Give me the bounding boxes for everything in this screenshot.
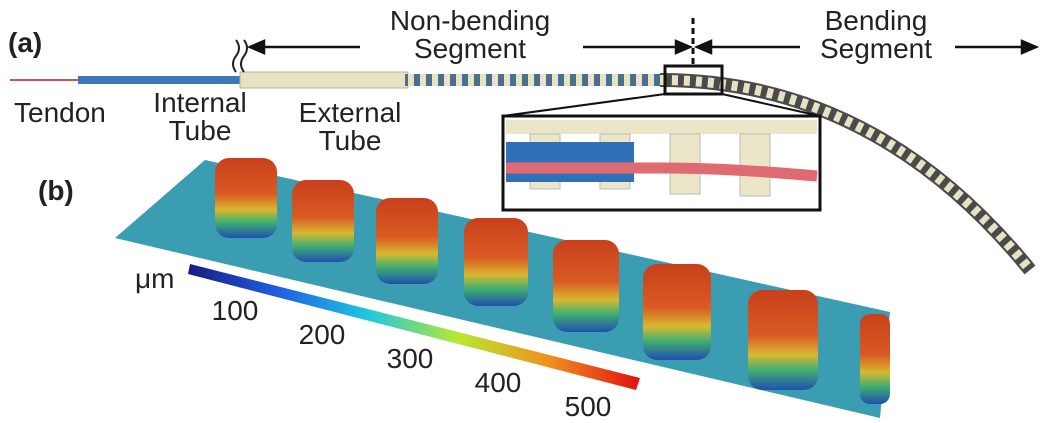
colorbar-tick: 400 [475, 367, 522, 398]
internal-tube-label: Internal [153, 87, 246, 118]
unit-label: μm [135, 263, 174, 294]
colorbar-tick: 200 [299, 319, 346, 350]
bending-label: Segment [820, 33, 932, 64]
internal-tube [78, 76, 243, 84]
colorbar-tick: 300 [387, 343, 434, 374]
notched-tube [405, 74, 660, 86]
internal-tube-label: Tube [169, 115, 232, 146]
external-tube-label: Tube [319, 125, 382, 156]
external-tube [240, 72, 408, 88]
external-tube-label: External [299, 97, 402, 128]
bending-label: Bending [825, 5, 928, 36]
colorbar-tick: 500 [565, 391, 612, 422]
non-bending-label: Non-bending [390, 5, 550, 36]
colorbar-tick: 100 [212, 295, 259, 326]
inset [503, 116, 820, 210]
panel-label: (b) [38, 175, 74, 206]
tendon-label: Tendon [14, 97, 106, 128]
break-mark [233, 40, 247, 72]
non-bending-label: Segment [414, 33, 526, 64]
figure: (a) Non-bending Segment Bending Segment … [0, 0, 1040, 423]
panel-label: (a) [8, 27, 42, 58]
